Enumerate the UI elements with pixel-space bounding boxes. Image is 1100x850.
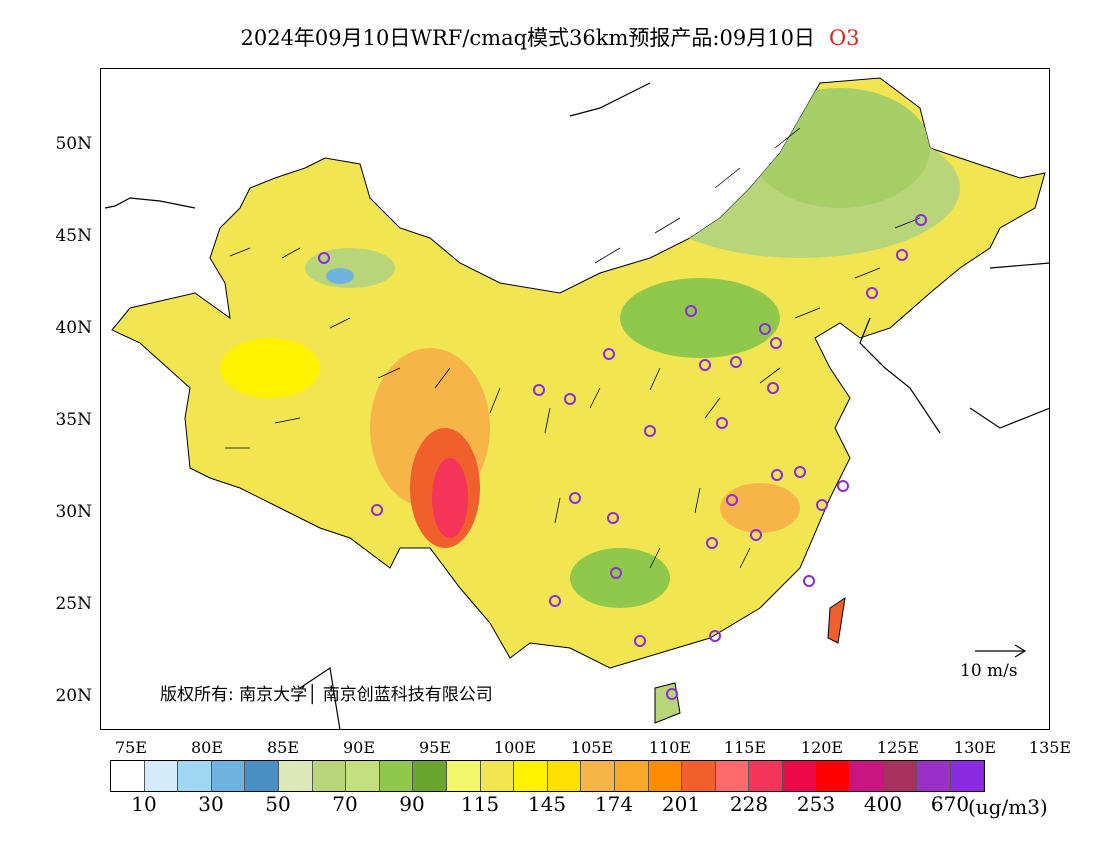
legend-swatch	[245, 761, 279, 791]
legend-label: 115	[460, 792, 500, 816]
station-markers	[318, 214, 927, 700]
legend-swatch	[883, 761, 918, 791]
lon-label: 120E	[800, 738, 844, 757]
lon-label: 115E	[723, 738, 767, 757]
copyright-text: 版权所有: 南京大学│ 南京创蓝科技有限公司	[160, 685, 493, 705]
legend-label: 228	[729, 792, 769, 816]
legend-swatch	[950, 761, 985, 791]
legend-swatch	[682, 761, 716, 791]
lat-label: 40N	[55, 318, 92, 338]
legend-swatch	[715, 761, 750, 791]
legend-swatch	[581, 761, 615, 791]
legend-swatch	[614, 761, 649, 791]
legend-swatch	[749, 761, 783, 791]
legend-swatch	[446, 761, 481, 791]
legend-swatch	[312, 761, 347, 791]
lon-label: 90E	[342, 738, 376, 757]
legend-swatch	[278, 761, 313, 791]
lon-label: 110E	[648, 738, 692, 757]
legend-swatch	[211, 761, 246, 791]
legend-label: 10	[131, 792, 157, 816]
unit-label: (ug/m3)	[968, 795, 1048, 819]
lon-label: 100E	[493, 738, 537, 757]
lon-label: 105E	[570, 738, 614, 757]
lat-label: 35N	[55, 410, 92, 430]
legend-swatch	[514, 761, 548, 791]
province-fill	[111, 77, 1046, 724]
legend-swatch	[816, 761, 851, 791]
coastline	[104, 82, 1050, 730]
legend-swatch	[648, 761, 683, 791]
lon-label: 80E	[190, 738, 224, 757]
lon-label: 125E	[876, 738, 920, 757]
legend-label: 174	[594, 792, 634, 816]
lon-label: 135E	[1028, 738, 1072, 757]
title-text: 2024年09月10日WRF/cmaq模式36km预报产品:09月10日	[240, 26, 815, 50]
lon-label: 85E	[266, 738, 300, 757]
map-title: 2024年09月10日WRF/cmaq模式36km预报产品:09月10日 O3	[0, 22, 1100, 52]
legend-label: 670	[930, 792, 970, 816]
legend-swatch	[782, 761, 817, 791]
legend-label: 90	[399, 792, 425, 816]
legend-label: 253	[796, 792, 836, 816]
wind-scale-arrow	[975, 644, 1027, 658]
wind-vectors	[225, 127, 921, 569]
legend-label: 30	[198, 792, 224, 816]
legend-label: 400	[863, 792, 903, 816]
lon-label: 130E	[953, 738, 997, 757]
lat-label: 45N	[55, 226, 92, 246]
legend-swatch	[178, 761, 212, 791]
o3-concentration-map	[104, 77, 1050, 730]
lon-label: 75E	[114, 738, 148, 757]
legend-swatch	[346, 761, 380, 791]
map-frame	[100, 68, 1050, 730]
lat-label: 20N	[55, 686, 92, 706]
legend-swatch	[144, 761, 179, 791]
legend-swatch	[480, 761, 515, 791]
legend-swatch	[850, 761, 884, 791]
color-legend	[110, 760, 986, 792]
legend-swatch	[917, 761, 951, 791]
legend-label: 70	[332, 792, 358, 816]
legend-label: 145	[527, 792, 567, 816]
legend-swatch	[547, 761, 582, 791]
lon-label: 95E	[418, 738, 452, 757]
lat-label: 50N	[55, 134, 92, 154]
lat-label: 30N	[55, 502, 92, 522]
legend-swatch	[111, 761, 145, 791]
legend-swatch	[379, 761, 414, 791]
legend-label: 50	[265, 792, 291, 816]
legend-label: 201	[661, 792, 701, 816]
lat-label: 25N	[55, 594, 92, 614]
pollutant-label: O3	[828, 26, 860, 50]
legend-swatch	[413, 761, 447, 791]
wind-scale-label: 10 m/s	[960, 661, 1018, 681]
